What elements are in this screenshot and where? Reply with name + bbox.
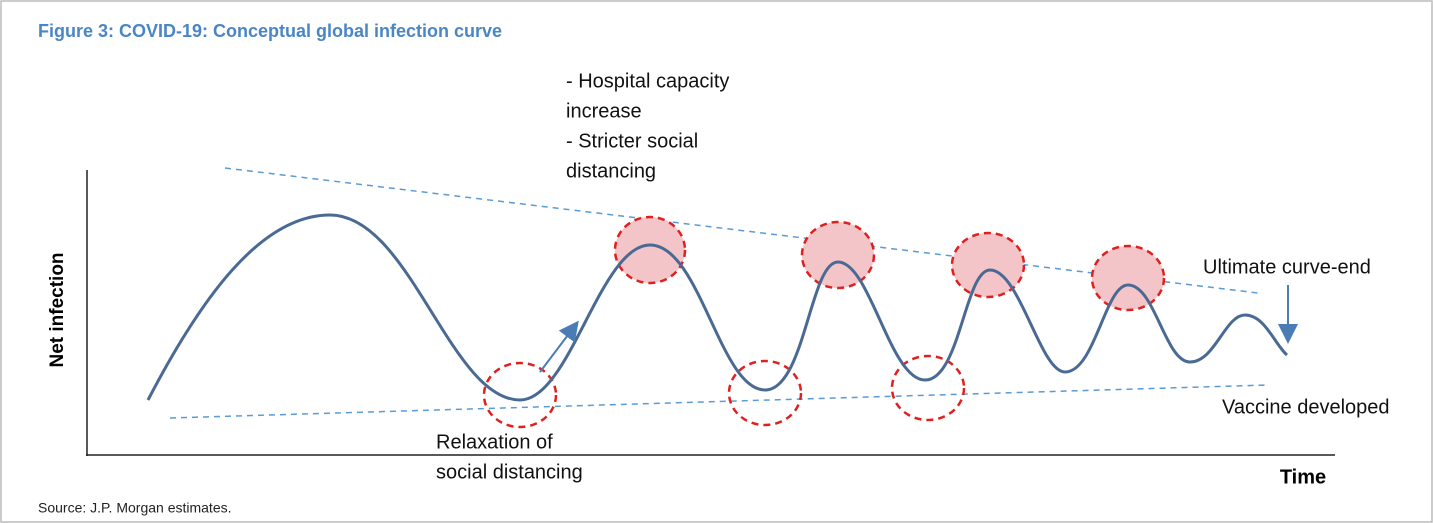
annotation: Relaxation of	[436, 431, 553, 453]
annotation: increase	[566, 100, 642, 122]
annotation: Ultimate curve-end	[1203, 256, 1371, 278]
peak-circles	[613, 215, 1166, 312]
annotation: - Hospital capacity	[566, 70, 729, 92]
lower-trend	[169, 384, 1269, 419]
rise-arrow	[539, 320, 579, 373]
trough-circle	[727, 359, 803, 427]
peak-circle	[1090, 244, 1166, 312]
title: Figure 3: COVID-19: Conceptual global in…	[38, 21, 502, 41]
upper-trend	[224, 167, 1259, 294]
annotation: distancing	[566, 160, 656, 182]
annotation: Vaccine developed	[1222, 396, 1390, 418]
annotation: social distancing	[436, 461, 583, 483]
peak-circle	[613, 215, 687, 285]
source: Source: J.P. Morgan estimates.	[38, 500, 232, 516]
trough-circle	[890, 354, 966, 422]
x-axis-label: Time	[1280, 466, 1326, 488]
peak-circle	[800, 220, 876, 290]
y-axis-label: Net infection	[47, 252, 68, 367]
infection-curve	[146, 213, 1289, 402]
trough-circle	[482, 361, 558, 429]
trough-circles	[482, 354, 966, 429]
annotation: - Stricter social	[566, 130, 698, 152]
